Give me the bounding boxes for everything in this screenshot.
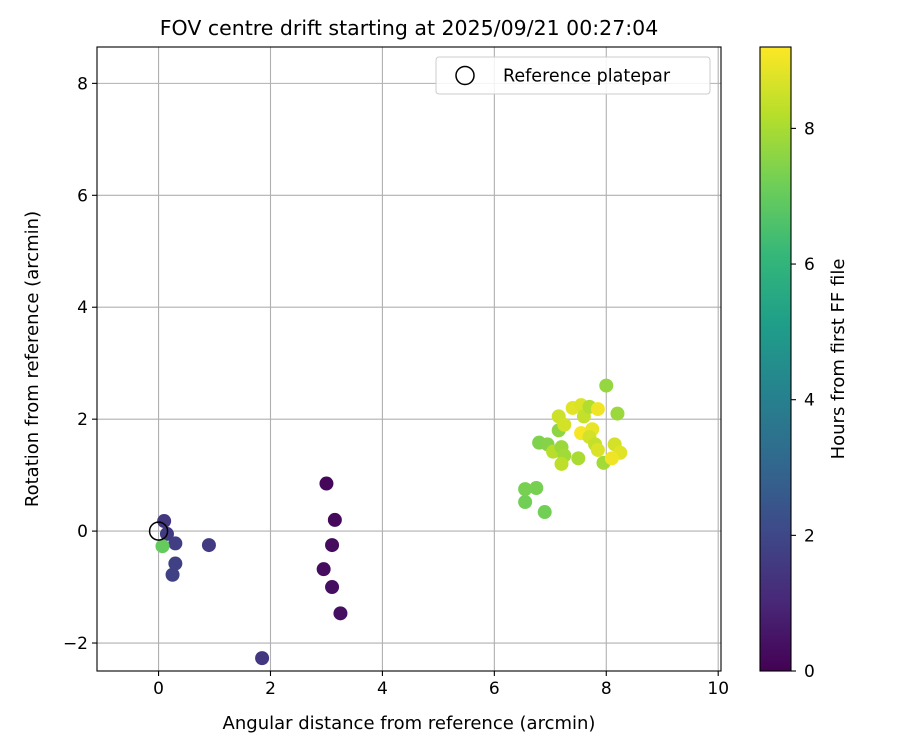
legend-marker xyxy=(455,65,475,86)
legend-box xyxy=(435,56,711,95)
data-point xyxy=(529,480,544,495)
data-point xyxy=(537,505,552,520)
data-point xyxy=(201,538,216,553)
data-point xyxy=(604,451,619,466)
data-point xyxy=(333,606,348,621)
data-point xyxy=(319,476,334,491)
colorbar-ticks: 0 2 4 6 8 xyxy=(791,119,815,682)
colorbar-tick-label: 0 xyxy=(804,662,815,682)
data-point xyxy=(590,402,605,417)
data-point xyxy=(316,562,331,577)
reference-point xyxy=(148,521,169,541)
data-point xyxy=(518,494,533,509)
y-tick-label: 0 xyxy=(77,522,88,542)
data-point xyxy=(157,514,172,529)
chart-title: FOV centre drift starting at 2025/09/21 … xyxy=(160,16,659,40)
legend: Reference platepar xyxy=(435,56,711,95)
y-tick-label: 2 xyxy=(77,410,88,430)
data-point xyxy=(255,651,270,666)
data-point xyxy=(571,451,586,466)
data-point xyxy=(325,580,340,595)
y-tick-label: −2 xyxy=(63,634,88,654)
y-axis-label: Rotation from reference (arcmin) xyxy=(22,211,43,507)
y-tick-label: 8 xyxy=(77,74,88,94)
data-point xyxy=(599,378,614,393)
colorbar: 0 2 4 6 8 Hours from first FF file xyxy=(759,46,849,682)
data-point xyxy=(168,536,183,551)
data-point xyxy=(557,417,572,432)
x-tick-label: 4 xyxy=(377,679,388,699)
data-point xyxy=(518,482,533,497)
y-tick-label: 4 xyxy=(77,298,88,318)
plot-grid xyxy=(97,47,721,671)
data-point xyxy=(155,539,170,554)
plot-frame xyxy=(96,46,722,672)
x-tick-label: 8 xyxy=(601,679,612,699)
plot-ticks: 0 2 4 6 8 10 −2 0 2 4 6 8 xyxy=(63,74,729,699)
data-point xyxy=(325,538,340,553)
data-point xyxy=(327,512,342,527)
x-axis-label: Angular distance from reference (arcmin) xyxy=(223,713,596,734)
y-tick-label: 6 xyxy=(77,186,88,206)
data-point xyxy=(610,406,625,421)
data-point xyxy=(165,567,180,582)
colorbar-tick-label: 4 xyxy=(804,391,815,411)
colorbar-tick-label: 2 xyxy=(804,526,815,546)
data-point xyxy=(168,556,183,571)
x-tick-label: 6 xyxy=(489,679,500,699)
colorbar-label: Hours from first FF file xyxy=(828,259,849,460)
plot-points xyxy=(148,378,628,666)
x-tick-label: 2 xyxy=(265,679,276,699)
legend-label: Reference platepar xyxy=(503,67,671,87)
data-point xyxy=(554,456,569,471)
data-point xyxy=(590,442,605,457)
colorbar-tick-label: 6 xyxy=(804,255,815,275)
colorbar-tick-label: 8 xyxy=(804,119,815,139)
x-tick-label: 0 xyxy=(153,679,164,699)
x-tick-label: 10 xyxy=(707,679,729,699)
colorbar-gradient xyxy=(759,46,792,672)
